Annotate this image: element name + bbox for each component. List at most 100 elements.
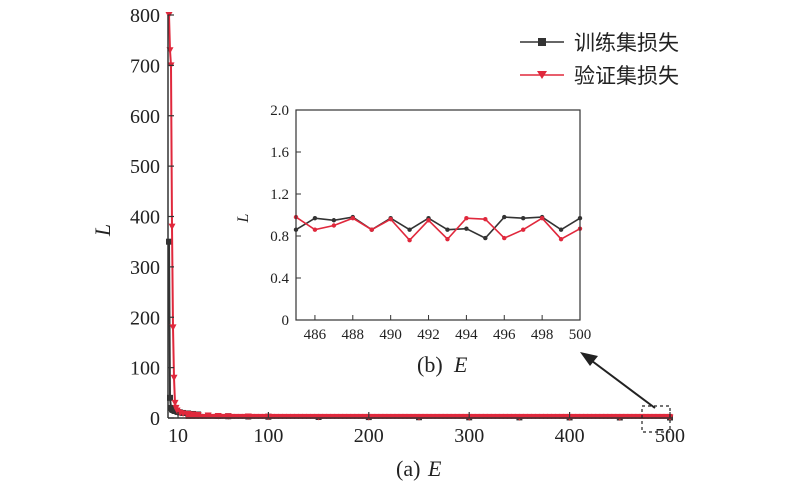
main-plateau-mark bbox=[615, 413, 621, 419]
legend-val-marker bbox=[537, 71, 547, 79]
main-plateau-mark bbox=[563, 413, 569, 419]
main-x-tick-label: 100 bbox=[253, 425, 283, 447]
main-plateau-mark bbox=[350, 413, 356, 419]
main-y-tick-label: 600 bbox=[130, 106, 160, 128]
main-plateau-mark bbox=[422, 413, 428, 419]
inset-point bbox=[558, 227, 564, 232]
main-plateau-mark bbox=[406, 413, 412, 419]
inset-x-tick-label: 486 bbox=[304, 327, 327, 343]
main-plateau-mark bbox=[346, 413, 352, 419]
main-plateau-mark bbox=[390, 413, 396, 419]
main-plateau-mark bbox=[294, 413, 300, 419]
main-plateau-mark bbox=[482, 413, 488, 419]
main-plateau-mark bbox=[402, 413, 408, 419]
main-plateau-mark bbox=[603, 413, 609, 419]
main-plateau-mark bbox=[599, 413, 605, 419]
inset-series-line-1 bbox=[295, 216, 581, 242]
main-plateau-mark bbox=[450, 413, 456, 419]
main-plateau-mark bbox=[430, 413, 436, 419]
main-plateau-mark bbox=[462, 413, 468, 419]
main-plateau-mark bbox=[623, 413, 629, 419]
main-plateau-mark bbox=[273, 413, 279, 419]
main-plateau-mark bbox=[362, 413, 368, 419]
main-plateau-mark bbox=[494, 413, 500, 419]
main-plateau-mark bbox=[269, 413, 275, 419]
main-plateau-mark bbox=[434, 413, 440, 419]
main-x-tick-label: 500 bbox=[655, 425, 685, 447]
main-plateau-mark bbox=[374, 413, 380, 419]
main-y-tick-label: 0 bbox=[150, 408, 160, 430]
main-plateau-mark bbox=[197, 413, 203, 419]
main-plateau-mark bbox=[277, 413, 283, 419]
zoom-arrow-head bbox=[580, 352, 598, 366]
inset-point bbox=[331, 223, 337, 228]
main-y-tick-label: 800 bbox=[130, 5, 160, 27]
inset-y-label: L bbox=[235, 213, 252, 223]
inset-point bbox=[483, 235, 488, 241]
inset-point bbox=[445, 236, 450, 242]
main-plateau-mark bbox=[209, 413, 215, 419]
main-plateau-mark bbox=[310, 413, 316, 419]
inset-point bbox=[369, 227, 374, 232]
main-plateau-mark bbox=[410, 413, 416, 419]
inset-y-tick-label: 1.2 bbox=[270, 187, 289, 203]
main-plateau-mark bbox=[285, 413, 291, 419]
main-plateau-mark bbox=[591, 413, 597, 419]
main-plateau-mark bbox=[253, 413, 259, 419]
inset-point bbox=[407, 227, 412, 232]
main-plateau-mark bbox=[526, 413, 532, 419]
main-point bbox=[171, 399, 179, 407]
main-plateau-mark bbox=[225, 413, 231, 419]
main-plateau-mark bbox=[470, 413, 476, 419]
main-plateau-mark bbox=[314, 413, 320, 419]
legend-train-label: 训练集损失 bbox=[574, 31, 679, 55]
main-plateau-mark bbox=[289, 413, 295, 419]
main-y-tick-label: 400 bbox=[130, 207, 160, 229]
main-point bbox=[169, 324, 177, 331]
inset-point bbox=[331, 218, 337, 223]
main-plateau-mark bbox=[651, 413, 657, 419]
main-plateau-mark bbox=[382, 413, 388, 419]
main-plateau-mark bbox=[217, 413, 223, 419]
inset-ticks: 0 0.4 0.8 1.2 1.6 2.0 486 488 490 492 494 496 498 500 bbox=[270, 103, 591, 343]
inset-series-group bbox=[293, 214, 583, 243]
zoom-region-box bbox=[641, 405, 671, 433]
main-plateau-mark bbox=[559, 413, 565, 419]
main-plateau-mark bbox=[358, 413, 364, 419]
main-plateau-mark bbox=[551, 413, 557, 419]
main-x-tick-label: 400 bbox=[555, 425, 585, 447]
inset-point bbox=[312, 227, 318, 232]
main-plateau-mark bbox=[229, 413, 235, 419]
inset-y-tick-label: 2.0 bbox=[270, 103, 289, 119]
main-y-tick-label: 700 bbox=[130, 55, 160, 77]
main-plateau-mark bbox=[510, 413, 516, 419]
main-plateau-mark bbox=[571, 413, 577, 419]
inset-point bbox=[407, 238, 412, 243]
main-plateau-mark bbox=[338, 413, 344, 419]
main-plateau-mark bbox=[543, 413, 549, 419]
main-plateau-mark bbox=[426, 413, 432, 419]
legend-train-marker bbox=[538, 38, 546, 46]
inset-x-caption: (b) bbox=[417, 352, 443, 377]
main-plateau-mark bbox=[318, 413, 324, 419]
main-plateau-mark bbox=[302, 413, 308, 419]
main-plateau-mark bbox=[330, 413, 336, 419]
inset-y-tick-label: 0 bbox=[282, 313, 290, 329]
main-plateau-mark bbox=[201, 413, 207, 419]
inset-x-tick-label: 500 bbox=[569, 327, 592, 343]
main-plateau-mark bbox=[514, 413, 520, 419]
main-plateau-mark bbox=[655, 413, 661, 419]
main-plateau-mark bbox=[607, 413, 613, 419]
main-plateau-mark bbox=[237, 413, 243, 419]
main-plateau-mark bbox=[298, 413, 304, 419]
main-plateau-mark bbox=[245, 413, 251, 419]
main-x-tick-label: 200 bbox=[354, 425, 384, 447]
main-point bbox=[179, 410, 187, 417]
main-plateau-mark bbox=[522, 413, 528, 419]
inset-x-tick-label: 490 bbox=[379, 327, 402, 343]
main-plateau-mark bbox=[398, 413, 404, 419]
main-x-caption: (a) bbox=[396, 456, 420, 481]
main-plateau-mark bbox=[575, 413, 581, 419]
inset-axes bbox=[295, 109, 581, 321]
